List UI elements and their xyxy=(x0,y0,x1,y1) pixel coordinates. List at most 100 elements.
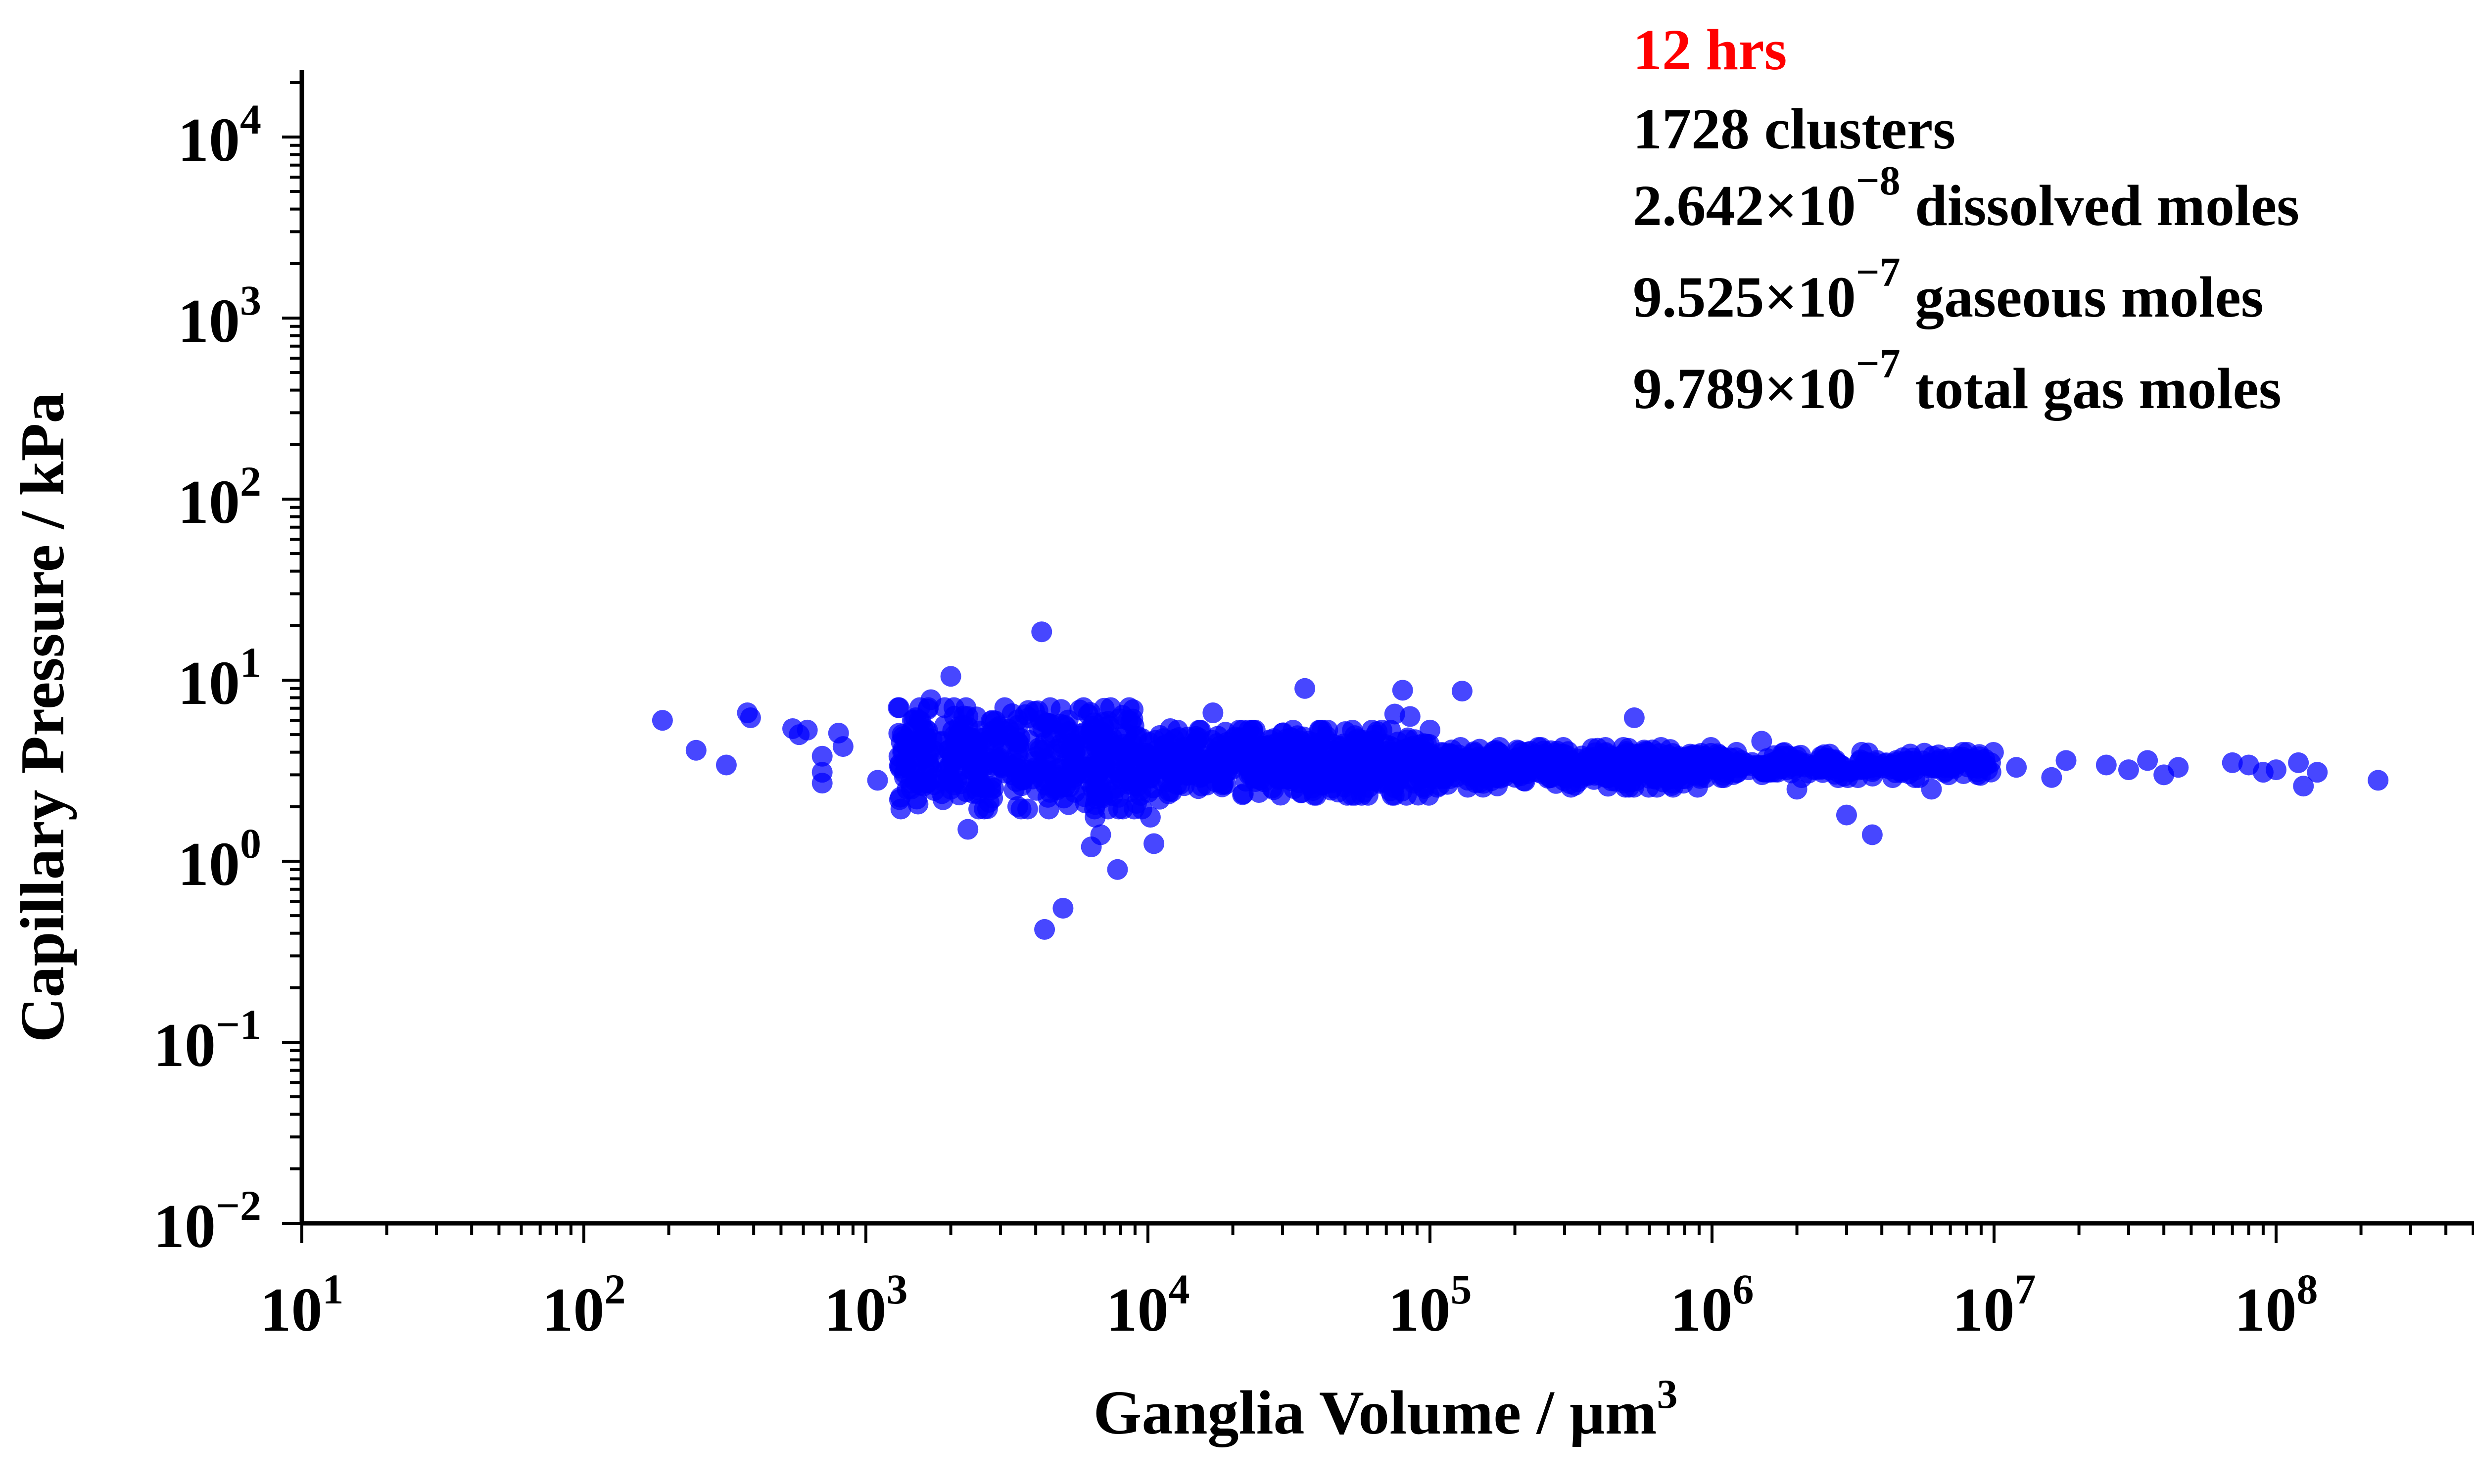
data-point xyxy=(1786,779,1808,800)
data-point xyxy=(2118,759,2139,781)
data-point xyxy=(1149,788,1170,810)
y-tick-label: 104 xyxy=(178,95,261,175)
data-point xyxy=(1052,898,1074,919)
data-point xyxy=(1589,750,1611,771)
data-point xyxy=(1001,703,1023,724)
data-point xyxy=(2137,750,2158,771)
data-point xyxy=(888,697,909,718)
data-point xyxy=(907,793,929,815)
data-point xyxy=(715,754,737,776)
data-point xyxy=(1554,767,1575,788)
annotation-line: 2.642×10−8 dissolved moles xyxy=(1633,158,2299,238)
x-ticks: 101 102 103 104 105 106 107 108 xyxy=(260,1223,2474,1345)
data-point xyxy=(1107,859,1128,880)
data-point xyxy=(1432,755,1453,777)
x-tick-label: 107 xyxy=(1952,1265,2036,1345)
data-point xyxy=(1451,681,1473,702)
data-point xyxy=(1504,754,1525,776)
data-point xyxy=(2266,759,2286,781)
data-point xyxy=(1040,697,1061,718)
annotation-lines: 2.642×10−8 dissolved moles 9.525×10−7 gas… xyxy=(1633,158,2299,421)
data-point xyxy=(1522,758,1543,779)
data-point xyxy=(1952,742,1973,763)
y-tick-label: 102 xyxy=(178,458,261,537)
annotation-block: 12 hrs 1728 clusters 2.642×10−8 dissolve… xyxy=(1633,17,2299,421)
data-point xyxy=(2222,752,2243,773)
x-tick-label: 105 xyxy=(1388,1265,1472,1345)
data-point xyxy=(957,819,979,840)
data-point xyxy=(1222,729,1243,750)
data-point xyxy=(1382,756,1404,778)
data-point xyxy=(1117,710,1139,731)
data-point xyxy=(811,745,833,767)
data-point xyxy=(1037,712,1058,734)
data-point xyxy=(1751,731,1772,752)
data-point xyxy=(1261,778,1283,799)
data-point xyxy=(1191,776,1212,797)
data-point xyxy=(1124,798,1145,820)
data-point xyxy=(1623,707,1645,728)
data-point xyxy=(1140,807,1161,828)
data-point xyxy=(1294,678,1316,699)
x-axis-label: Ganglia Volume / μm3 xyxy=(1093,1371,1677,1447)
y-tick-label: 10−2 xyxy=(153,1182,261,1261)
data-point xyxy=(2288,752,2309,773)
data-point xyxy=(1085,807,1106,828)
data-point xyxy=(1094,697,1115,719)
data-point xyxy=(980,779,1001,800)
annotation-line: 9.789×10−7 total gas moles xyxy=(1633,341,2282,421)
data-point xyxy=(1776,759,1797,781)
data-point xyxy=(1025,746,1047,768)
y-tick-label: 101 xyxy=(178,639,261,718)
data-point xyxy=(1384,703,1405,725)
data-point xyxy=(1647,752,1668,773)
data-point xyxy=(1031,621,1052,643)
data-point xyxy=(1249,759,1271,781)
data-point xyxy=(1102,785,1123,806)
data-point xyxy=(2095,754,2117,776)
data-point xyxy=(931,731,952,752)
data-point xyxy=(2368,770,2389,791)
data-point xyxy=(920,689,942,710)
data-point xyxy=(1316,726,1337,747)
data-point xyxy=(2006,757,2027,778)
y-tick-label: 10−1 xyxy=(153,1001,261,1080)
data-point xyxy=(1615,770,1636,791)
data-point xyxy=(1350,767,1372,788)
data-point xyxy=(1921,779,1942,800)
data-point xyxy=(1181,739,1202,760)
data-point xyxy=(1367,721,1388,742)
data-point xyxy=(1917,754,1938,776)
data-point xyxy=(811,762,833,783)
data-point xyxy=(977,798,998,819)
data-point xyxy=(1399,706,1421,727)
data-point xyxy=(1663,777,1684,798)
data-point xyxy=(964,761,985,782)
data-point xyxy=(1160,718,1181,739)
data-point xyxy=(913,776,934,797)
data-point xyxy=(1127,776,1148,797)
data-point xyxy=(1143,833,1165,854)
data-point xyxy=(1038,798,1059,820)
data-point xyxy=(1469,762,1490,783)
x-tick-label: 108 xyxy=(2235,1265,2318,1345)
data-point xyxy=(1629,755,1651,776)
data-point xyxy=(1702,748,1722,769)
data-point xyxy=(1233,783,1254,804)
data-point xyxy=(1381,785,1403,806)
data-point xyxy=(1318,752,1339,773)
data-point xyxy=(797,719,818,741)
data-point xyxy=(1420,719,1440,741)
data-point xyxy=(1357,737,1379,758)
data-point xyxy=(1886,750,1907,771)
data-point xyxy=(957,706,979,727)
data-point xyxy=(934,715,955,737)
data-point xyxy=(1645,769,1666,790)
data-points xyxy=(652,621,2389,940)
data-point xyxy=(1284,743,1305,764)
data-point xyxy=(1940,757,1961,778)
data-point xyxy=(685,740,707,761)
data-point xyxy=(905,707,926,728)
x-tick-label: 101 xyxy=(260,1265,344,1345)
data-point xyxy=(652,710,673,731)
